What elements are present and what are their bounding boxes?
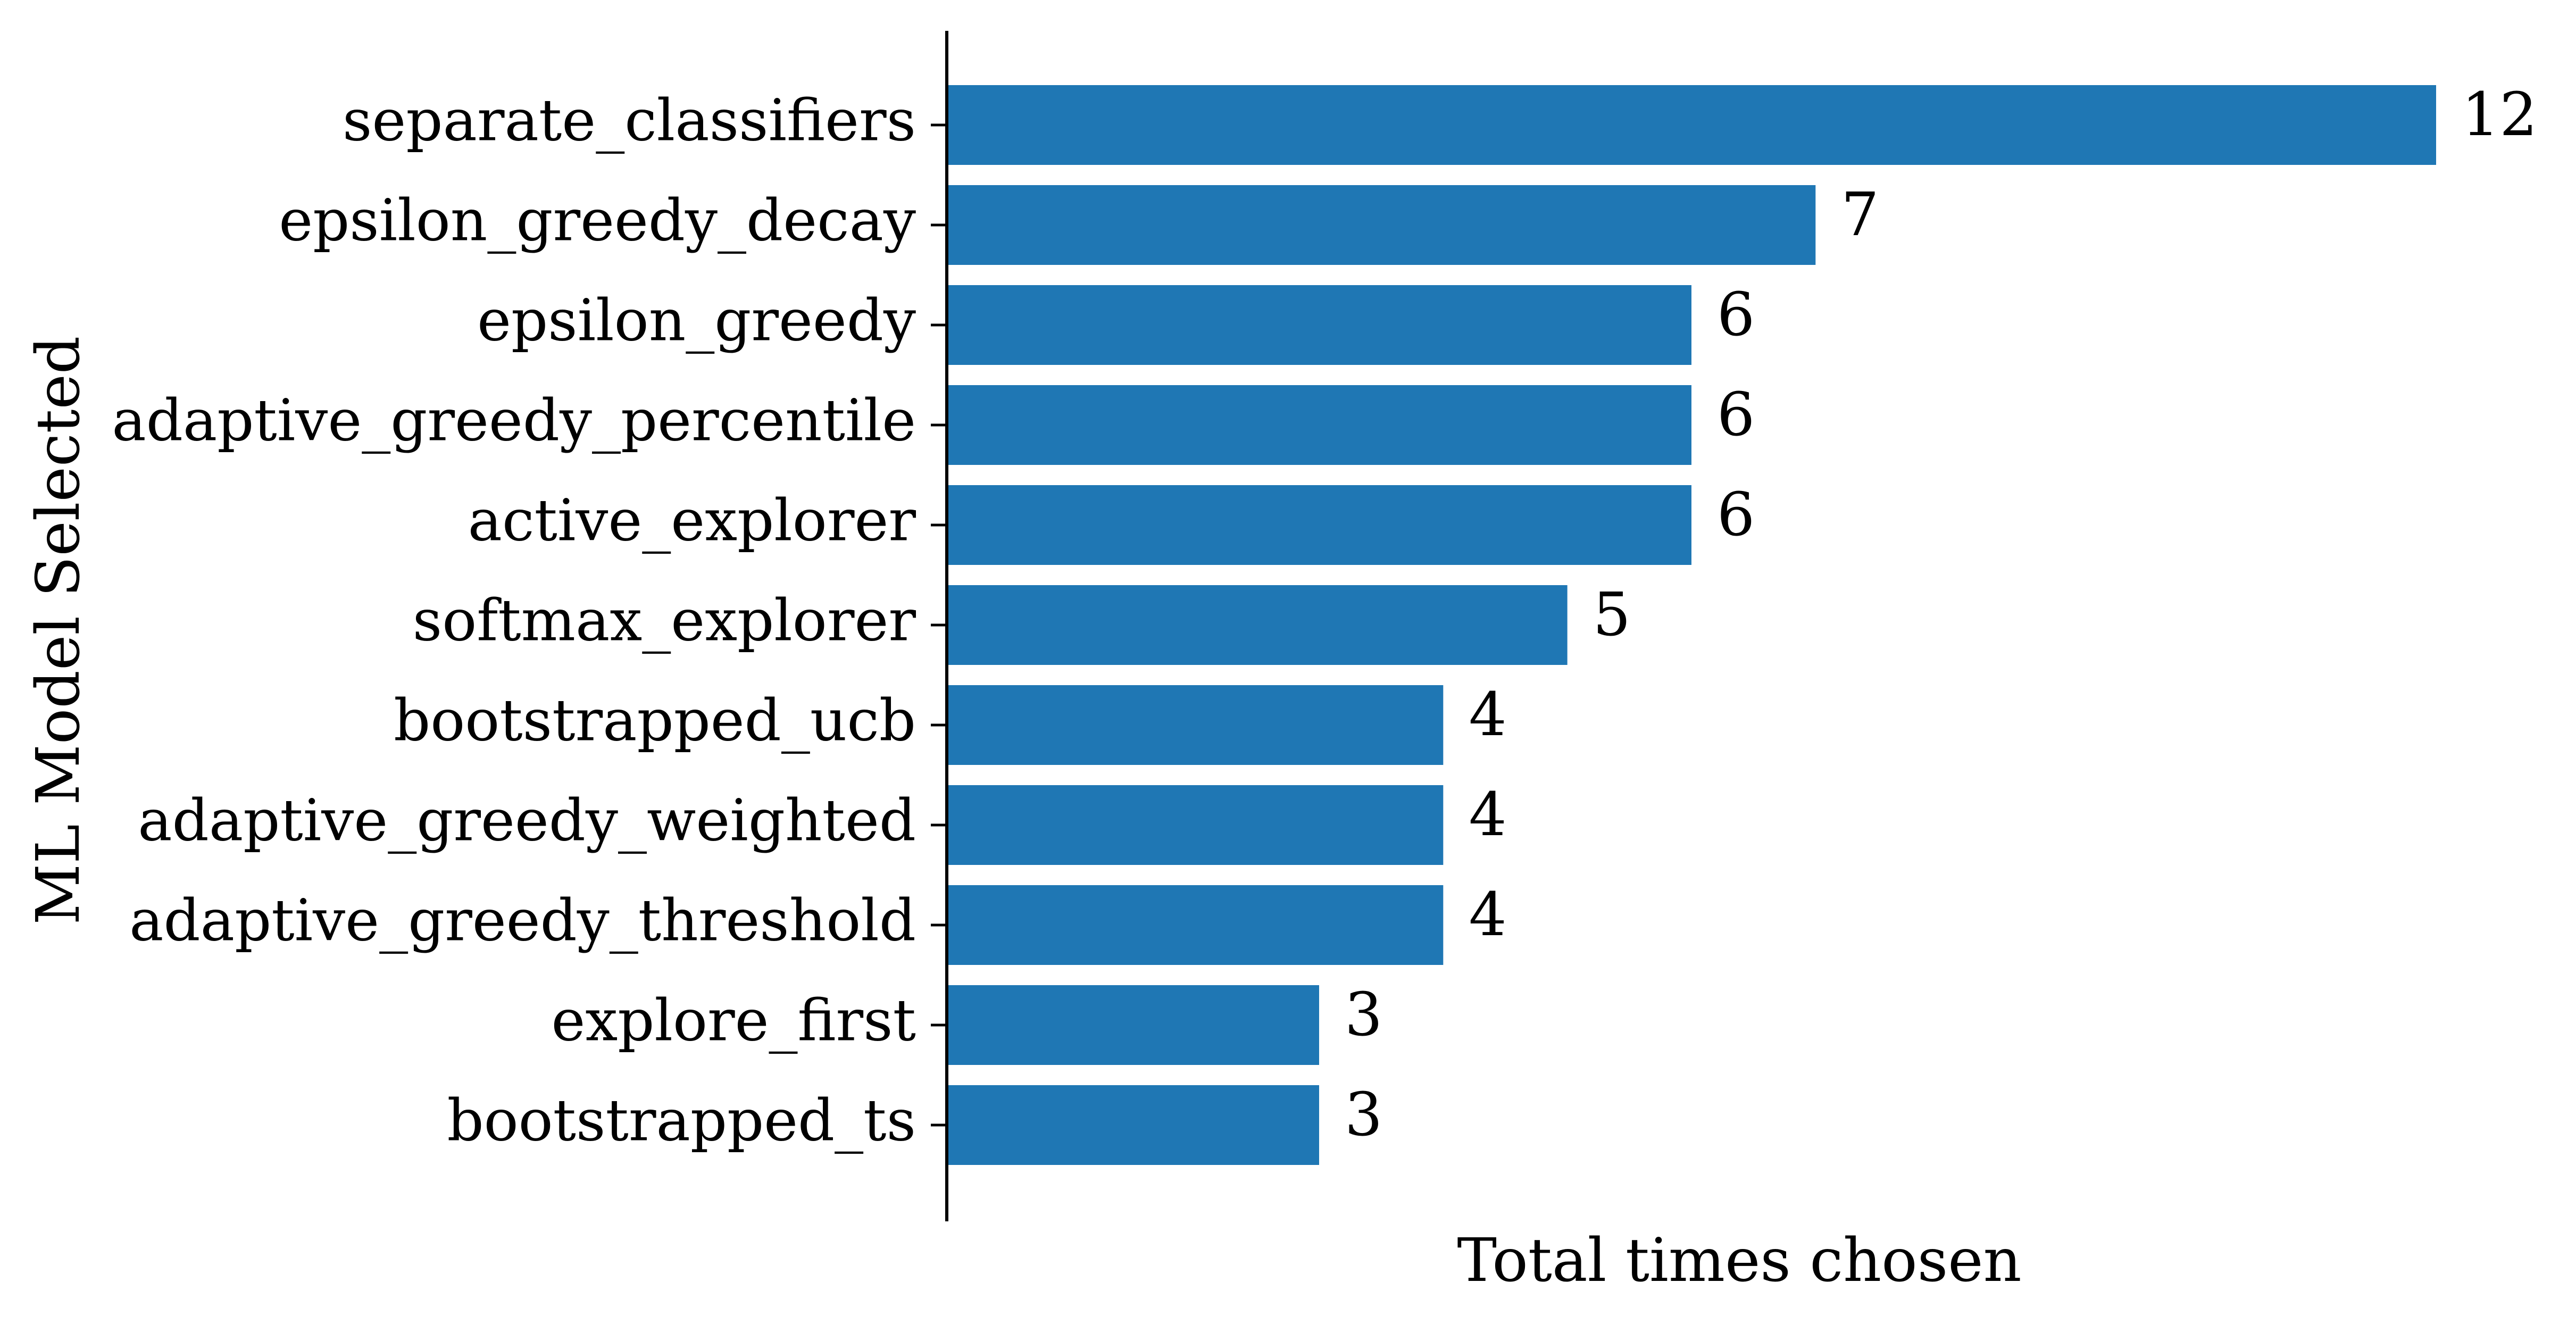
bars-group: [947, 85, 2436, 1165]
value-label-bootstrapped-ts: 3: [1345, 1080, 1382, 1150]
bar-bootstrapped-ucb: [947, 685, 1444, 765]
y-tick-label-epsilon-greedy: epsilon_greedy: [477, 287, 916, 354]
y-tick-label-separate-classifiers: separate_classifiers: [343, 87, 916, 154]
y-ticks-group: separate_classifiers epsilon_greedy_decay…: [112, 87, 947, 1154]
bar-adaptive-greedy-weighted: [947, 785, 1444, 865]
value-label-adaptive-greedy-percentile: 6: [1717, 380, 1755, 449]
y-tick-label-softmax-explorer: softmax_explorer: [413, 587, 916, 654]
bar-explore-first: [947, 985, 1319, 1065]
y-tick-label-bootstrapped-ucb: bootstrapped_ucb: [394, 687, 916, 754]
bar-separate-classifiers: [947, 85, 2436, 165]
y-axis-title: ML Model Selected: [24, 336, 93, 925]
x-axis-title: Total times chosen: [1457, 1226, 2021, 1295]
value-label-active-explorer: 6: [1717, 480, 1755, 549]
value-label-explore-first: 3: [1345, 980, 1382, 1050]
value-label-epsilon-greedy-decay: 7: [1841, 180, 1879, 249]
value-labels-group: 12 7 6 6 6 5 4 4 4 3 3: [1345, 80, 2538, 1150]
y-tick-label-bootstrapped-ts: bootstrapped_ts: [447, 1087, 916, 1154]
bar-epsilon-greedy-decay: [947, 185, 1816, 265]
y-tick-label-adaptive-greedy-threshold: adaptive_greedy_threshold: [129, 887, 916, 954]
value-label-adaptive-greedy-weighted: 4: [1469, 780, 1506, 850]
y-tick-label-active-explorer: active_explorer: [468, 487, 916, 554]
y-tick-label-epsilon-greedy-decay: epsilon_greedy_decay: [279, 187, 916, 254]
bar-active-explorer: [947, 485, 1691, 565]
bar-bootstrapped-ts: [947, 1085, 1319, 1165]
y-tick-label-adaptive-greedy-weighted: adaptive_greedy_weighted: [138, 787, 916, 854]
bar-softmax-explorer: [947, 585, 1568, 665]
bar-epsilon-greedy: [947, 285, 1691, 365]
bar-adaptive-greedy-percentile: [947, 385, 1691, 465]
value-label-bootstrapped-ucb: 4: [1469, 680, 1506, 750]
value-label-separate-classifiers: 12: [2462, 80, 2538, 149]
y-tick-label-adaptive-greedy-percentile: adaptive_greedy_percentile: [112, 387, 916, 454]
value-label-softmax-explorer: 5: [1593, 580, 1631, 649]
value-label-adaptive-greedy-threshold: 4: [1469, 880, 1506, 950]
bar-adaptive-greedy-threshold: [947, 885, 1444, 965]
y-tick-label-explore-first: explore_first: [551, 987, 916, 1054]
value-label-epsilon-greedy: 6: [1717, 280, 1755, 349]
